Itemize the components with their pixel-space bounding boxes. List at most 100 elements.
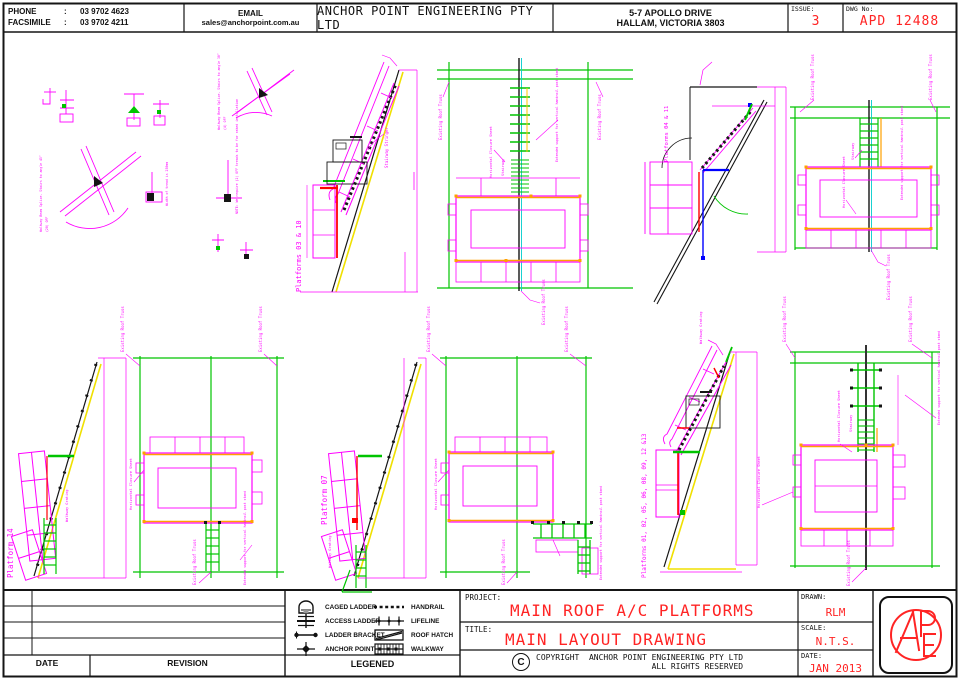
annotation: Horizontal Closure Sheet — [434, 458, 438, 510]
legend-label: LADDER BRACKET — [325, 631, 385, 639]
copyright-block: C COPYRIGHT ANCHOR POINT ENGINEERING PTY… — [512, 653, 743, 671]
copyright-icon: C — [512, 653, 530, 671]
annotation: Horizontal Closure Sheet — [837, 390, 841, 442]
panel-label-platforms-04-11: Platforms 04 & 11 — [664, 106, 670, 162]
company-name: ANCHOR POINT ENGINEERING PTY LTD — [317, 3, 534, 32]
detail-note: NOTE: We require (2) OFF treads to be fo… — [235, 99, 239, 214]
annotation: Horizontal Closure Sheet — [489, 126, 493, 178]
fax-label: FACSIMILE — [8, 18, 51, 27]
walkway-icon — [374, 643, 404, 655]
title-value: MAIN LAYOUT DRAWING — [505, 630, 708, 649]
company-logo — [879, 596, 953, 674]
legend-item: LIFELINE — [372, 614, 439, 628]
annotation: Walkway Grating — [65, 490, 69, 522]
copyright-line2: ALL RIGHTS RESERVED — [651, 662, 744, 671]
header-issue-block: ISSUE: 3 — [788, 3, 843, 32]
annotation: Stairway — [849, 414, 853, 432]
address-line2: HALLAM, VICTORIA 3803 — [616, 17, 725, 28]
annotation: Existing Roof Truss — [438, 94, 443, 140]
legend-item: ACCESS LADDER — [292, 614, 380, 628]
legend-item: ANCHOR POINT — [292, 642, 374, 656]
revision-date-header: DATE — [35, 658, 59, 668]
legend-label: LIFELINE — [411, 617, 440, 625]
legend-label: ROOF HATCH — [411, 631, 454, 639]
panel-platforms-03-10: Stairway Stringer Platforms 03 & 10 — [295, 54, 418, 293]
panel-platform-14: Walkway Grating Platform 14 — [6, 306, 284, 585]
detail-note: Width of tread is 250mm — [165, 162, 169, 206]
detail-note: (4) OFF — [223, 116, 227, 130]
annotation: Existing Roof Truss — [928, 54, 933, 100]
scale-value: N.T.S. — [815, 635, 856, 648]
annotation: Extended support for vertical handrail p… — [937, 331, 941, 425]
phone-separator: : — [64, 7, 67, 16]
annotation: Extended support for vertical handrail p… — [555, 68, 559, 162]
annotation: Extended support for vertical handrail p… — [900, 106, 904, 200]
annotation: Extended support for vertical handrail p… — [599, 486, 603, 580]
date-value: JAN 2013 — [809, 662, 862, 675]
annotation: Stairway Stringer — [384, 126, 389, 168]
legend-item: WALKWAY — [372, 642, 444, 656]
annotation: Existing Roof Truss — [501, 539, 506, 585]
annotation: Extended support for vertical handrail p… — [243, 491, 247, 585]
annotation: Walkway Grating — [328, 536, 332, 568]
legend-label: CAGED LADDER — [325, 603, 377, 611]
panel-label-platforms-03-10: Platforms 03 & 10 — [295, 220, 303, 292]
legend-label: ACCESS LADDER — [325, 617, 381, 625]
annotation: Stairway — [851, 142, 855, 160]
ape-logo-icon — [890, 609, 942, 661]
legend-title: LEGENED — [350, 659, 395, 669]
legend-label: ANCHOR POINT — [325, 645, 375, 653]
annotation: Existing Roof Truss — [597, 94, 602, 140]
header-address-block: 5-7 APOLLO DRIVE HALLAM, VICTORIA 3803 — [553, 3, 788, 32]
annotation: Existing Roof Truss — [908, 296, 913, 342]
issue-value: 3 — [811, 14, 820, 29]
access-ladder-icon — [297, 614, 315, 628]
legend-item: HANDRAIL — [372, 600, 444, 614]
panel-plan-top-middle: Existing Roof Truss Existing Roof Truss … — [437, 58, 633, 325]
ladder-bracket-icon — [294, 631, 318, 639]
annotation: Existing Roof Truss — [846, 540, 851, 586]
annotation: Existing Roof Truss — [426, 306, 431, 352]
anchor-point-icon — [297, 642, 315, 656]
annotation: Existing Roof Truss — [192, 539, 197, 585]
lifeline-icon — [374, 616, 404, 626]
annotation: Existing Roof Truss — [782, 296, 787, 342]
phone-label: PHONE — [8, 7, 37, 16]
handrail-icon — [374, 605, 404, 609]
email-value: sales@anchorpoint.com.au — [201, 17, 300, 27]
annotation: Existing Roof Truss — [120, 306, 125, 352]
dwg-number: APD 12488 — [859, 14, 940, 29]
phone-value: 03 9702 4623 — [80, 7, 129, 16]
annotation: Existing Roof Truss — [886, 254, 891, 300]
legend-label: HANDRAIL — [411, 603, 445, 611]
issue-label: ISSUE: — [791, 5, 815, 13]
drawn-label: DRAWN: — [801, 593, 827, 601]
legend-item: CAGED LADDER — [292, 600, 376, 614]
panel-platforms-multi: Walkway Grating Platforms 01, 02, 05, 06… — [641, 296, 941, 586]
fax-separator: : — [64, 18, 67, 27]
detail-note: Walkway Beam Splice- Stairs to angle 45° — [39, 155, 43, 232]
project-value: MAIN ROOF A/C PLATFORMS — [510, 601, 755, 620]
project-label: PROJECT: — [465, 593, 502, 602]
address-line1: 5-7 APOLLO DRIVE — [629, 7, 712, 18]
legend-item: LADDER BRACKET — [292, 628, 385, 642]
detail-note: Walkway Beam Splice- Stairs to angle 30° — [217, 53, 221, 130]
dwg-label: DWG No: — [846, 5, 874, 13]
copyright-line1: COPYRIGHT ANCHOR POINT ENGINEERING PTY L… — [536, 653, 744, 662]
annotation: Horizontal Closure Sheet — [129, 458, 133, 510]
email-label: EMAIL — [238, 8, 263, 18]
panel-detail-sketches: Walkway Beam Splice- Stairs to angle 45°… — [39, 53, 295, 259]
detail-note: (20) OFF — [45, 217, 49, 232]
annotation: Stairway — [501, 158, 505, 176]
drawn-value: RLM — [825, 606, 846, 619]
panel-label-platforms-multi: Platforms 01, 02, 05, 06, 08, 09, 12 &13 — [641, 433, 648, 578]
legend-item: ROOF HATCH — [372, 628, 453, 642]
title-label: TITLE: — [465, 625, 493, 634]
panel-platforms-04-11: Platforms 04 & 11 — [644, 54, 950, 305]
header-company-block: ANCHOR POINT ENGINEERING PTY LTD — [317, 3, 553, 32]
header-email-block: EMAIL sales@anchorpoint.com.au — [184, 3, 317, 32]
header-dwg-block: DWG No: APD 12488 — [843, 3, 956, 32]
